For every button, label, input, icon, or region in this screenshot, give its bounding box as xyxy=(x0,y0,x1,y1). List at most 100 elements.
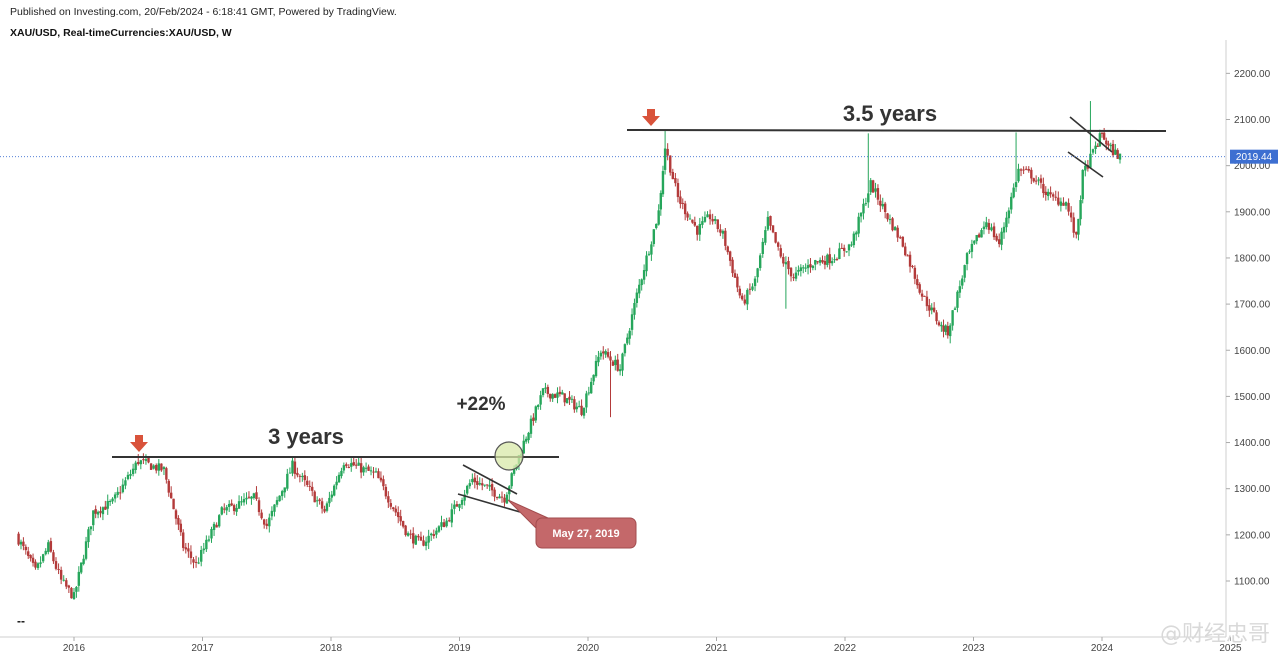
candle-body xyxy=(187,548,190,552)
candle-body xyxy=(1116,150,1119,159)
date-callout-box xyxy=(535,517,637,549)
date-callout-label: May 27, 2019 xyxy=(552,528,619,540)
candle-body xyxy=(587,392,591,394)
candle-body xyxy=(676,183,680,198)
y-tick-label: 1900.00 xyxy=(1234,207,1271,218)
candle-body xyxy=(401,521,405,527)
candle-body xyxy=(19,541,23,545)
candle-body xyxy=(1064,202,1068,206)
x-tick-label: 2022 xyxy=(834,643,857,654)
candle-body xyxy=(913,267,917,279)
candle-body xyxy=(980,230,983,238)
candle-body xyxy=(1079,200,1082,220)
candle-body xyxy=(89,526,93,530)
candle-body xyxy=(1096,145,1099,147)
candle-body xyxy=(965,253,969,265)
candle-body xyxy=(257,500,261,513)
symbol-line: XAU/USD, Real-timeCurrencies:XAU/USD, W xyxy=(10,27,232,39)
candle-body xyxy=(453,504,456,509)
candle-body xyxy=(27,551,30,556)
candle-body xyxy=(738,288,741,296)
candle-body xyxy=(468,483,471,487)
candle-body xyxy=(688,218,692,220)
candle-body xyxy=(232,505,236,512)
candle-body xyxy=(1051,194,1055,197)
wedge-line-upper xyxy=(462,464,518,495)
candle-body xyxy=(202,548,205,551)
candle-body xyxy=(225,507,228,511)
candle-body xyxy=(1019,169,1023,171)
x-tick-label: 2021 xyxy=(705,643,728,654)
candle-body xyxy=(106,500,109,509)
candle-body xyxy=(265,523,268,526)
candle-body xyxy=(1059,201,1063,206)
candle-body xyxy=(828,254,831,264)
candle-body xyxy=(883,203,887,213)
y-tick-label: 1100.00 xyxy=(1234,577,1270,588)
candle-body xyxy=(524,438,528,442)
candle-body xyxy=(970,243,974,252)
candle-body xyxy=(577,406,581,408)
candle-body xyxy=(129,474,132,476)
candle-body xyxy=(741,295,744,300)
candle-body xyxy=(1111,143,1115,156)
candle-body xyxy=(503,497,506,503)
candle-body xyxy=(818,259,822,263)
candle-body xyxy=(930,307,933,311)
candle-body xyxy=(711,219,714,222)
candle-body xyxy=(693,222,697,226)
candle-body xyxy=(657,210,660,225)
candle-body xyxy=(24,546,28,551)
candle-body xyxy=(940,324,943,327)
candle-body xyxy=(721,230,725,234)
candle-body xyxy=(432,534,435,536)
candle-body xyxy=(1075,231,1078,235)
candle-body xyxy=(961,278,964,286)
candle-body xyxy=(377,471,380,479)
candle-body xyxy=(308,485,311,487)
candle-body xyxy=(273,504,276,512)
candle-body xyxy=(899,237,902,239)
candle-body xyxy=(794,272,798,279)
candle-body xyxy=(816,261,819,263)
candle-body xyxy=(830,261,834,264)
candle-body xyxy=(946,326,949,336)
candle-body xyxy=(165,468,168,480)
candle-body xyxy=(534,406,537,421)
last-price-tag xyxy=(1230,149,1278,164)
candle-body xyxy=(247,496,251,498)
candle-body xyxy=(200,550,203,562)
candle-body xyxy=(1046,191,1050,197)
candle-body xyxy=(218,515,221,527)
candle-body xyxy=(661,171,665,195)
candle-body xyxy=(522,440,525,454)
candle-body xyxy=(207,539,211,541)
candle-body xyxy=(167,480,170,493)
candlestick-series xyxy=(17,101,1122,600)
candle-body xyxy=(616,359,619,371)
candle-body xyxy=(315,500,319,502)
candle-body xyxy=(335,481,338,486)
candle-body xyxy=(250,496,253,499)
candle-body xyxy=(301,476,304,478)
breakout-circle xyxy=(494,441,524,471)
candle-body xyxy=(551,394,554,399)
candle-body xyxy=(1030,169,1033,179)
candle-body xyxy=(977,234,981,238)
candle-body xyxy=(642,270,646,280)
candle-body xyxy=(1109,145,1112,147)
y-tick-label: 2100.00 xyxy=(1234,115,1271,126)
candle-body xyxy=(245,497,248,500)
candle-body xyxy=(108,501,112,503)
candle-body xyxy=(101,507,105,515)
candle-body xyxy=(944,325,947,333)
candle-body xyxy=(1089,153,1092,168)
candle-body xyxy=(333,485,336,496)
candle-body xyxy=(565,398,569,404)
candle-body xyxy=(1037,179,1040,181)
candle-body xyxy=(748,288,752,290)
candle-body xyxy=(275,500,279,505)
candle-body xyxy=(893,227,897,231)
candle-body xyxy=(869,180,872,193)
watermark: @财经忠哥 xyxy=(1159,622,1270,647)
